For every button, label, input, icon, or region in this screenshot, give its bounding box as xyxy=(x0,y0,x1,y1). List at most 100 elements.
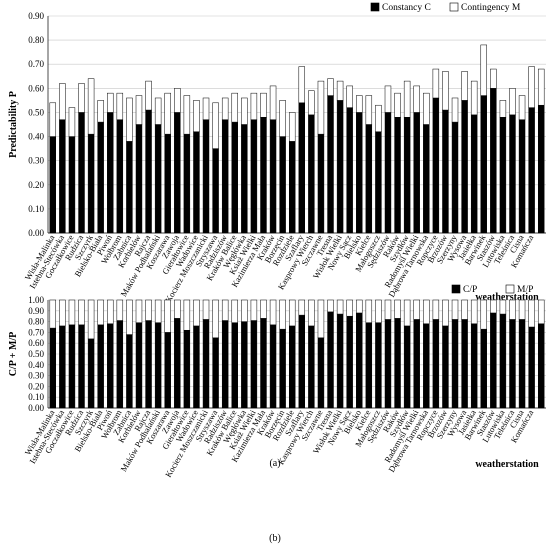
bar-upper xyxy=(212,102,219,149)
bar-lower xyxy=(461,319,468,409)
bar-lower xyxy=(346,107,353,234)
bar-lower xyxy=(423,124,430,234)
panel-b-letter: (b) xyxy=(269,533,281,544)
bar-upper xyxy=(451,299,459,320)
bar-lower xyxy=(442,109,449,234)
chart-panel-b: 0.000.100.200.300.400.500.600.700.800.90… xyxy=(8,284,546,479)
bar-upper xyxy=(509,299,516,320)
bar-upper xyxy=(202,97,210,120)
bar-upper xyxy=(317,299,325,339)
bar-lower xyxy=(356,112,363,234)
bar-lower xyxy=(451,121,459,234)
bar-lower xyxy=(317,337,325,409)
bar-lower xyxy=(336,313,344,409)
y-tick-label: 1.00 xyxy=(28,295,44,305)
bar-lower xyxy=(174,112,181,234)
bar-lower xyxy=(442,325,449,409)
y-tick-label: 0.90 xyxy=(28,306,44,316)
bar-lower xyxy=(59,119,66,234)
bar-lower xyxy=(375,322,382,409)
bar-lower xyxy=(509,319,516,409)
bar-upper xyxy=(317,80,325,135)
legend-label: C/P xyxy=(463,285,477,295)
bar-upper xyxy=(241,97,248,125)
bar-upper xyxy=(221,299,229,321)
bar-lower xyxy=(384,319,392,409)
bar-upper xyxy=(518,95,526,120)
bar-upper xyxy=(423,92,430,125)
bar-lower xyxy=(432,319,440,409)
bar-upper xyxy=(107,299,114,325)
bar-lower xyxy=(221,320,229,409)
y-tick-label: 0.80 xyxy=(28,317,44,327)
bar-upper xyxy=(49,299,57,329)
bar-lower xyxy=(394,318,401,409)
bar-lower xyxy=(107,112,114,234)
bar-upper xyxy=(241,299,248,322)
chart-panel-a: 0.00 0.10 0.20 0.30 0.40 0.50 0.60 0.70 0.80 0.90… xyxy=(8,2,546,304)
bar-lower xyxy=(375,131,382,234)
bar-lower xyxy=(183,133,191,234)
legend-label: M/P xyxy=(517,285,533,295)
y-tick-label: 0.20 xyxy=(28,180,44,190)
bar-upper xyxy=(327,299,334,313)
bar-lower xyxy=(432,97,440,234)
bar-upper xyxy=(518,299,526,320)
bar-upper xyxy=(78,83,85,113)
bar-upper xyxy=(442,299,449,327)
bar-lower xyxy=(116,119,124,234)
bar-lower xyxy=(269,119,277,234)
bar-lower xyxy=(490,88,497,234)
y-tick-label: 0.30 xyxy=(28,156,44,166)
legend-swatch xyxy=(370,2,380,12)
bar-upper xyxy=(269,85,277,120)
bar-upper xyxy=(174,299,181,319)
bar-upper xyxy=(336,299,344,315)
bar-upper xyxy=(375,299,382,323)
y-tick-label: 0.60 xyxy=(28,338,44,348)
bar-upper xyxy=(145,80,152,111)
y-tick-label: 0.70 xyxy=(28,327,44,337)
bar-lower xyxy=(403,325,411,409)
bar-lower xyxy=(250,320,258,409)
bar-lower xyxy=(145,109,152,234)
bar-lower xyxy=(135,322,143,409)
bar-lower xyxy=(356,312,363,409)
y-tick-label: 0.40 xyxy=(28,132,44,142)
bar-upper xyxy=(509,88,516,116)
bar-lower xyxy=(107,323,114,409)
bar-upper xyxy=(107,92,114,113)
bar-lower xyxy=(135,124,143,234)
bar-lower xyxy=(509,114,516,234)
bar-upper xyxy=(356,299,363,314)
bar-upper xyxy=(250,92,258,120)
bar-lower xyxy=(231,121,238,234)
bar-upper xyxy=(231,299,238,323)
bar-upper xyxy=(442,71,449,111)
bar-lower xyxy=(528,107,535,234)
bar-lower xyxy=(298,314,306,409)
bar-lower xyxy=(461,100,468,234)
bar-lower xyxy=(174,318,181,409)
bar-lower xyxy=(202,319,210,409)
bar-upper xyxy=(250,299,258,321)
legend-label: Constancy C xyxy=(382,3,431,13)
x-axis-label: weatherstation xyxy=(475,292,539,303)
bar-upper xyxy=(480,44,487,96)
bar-lower xyxy=(260,117,267,234)
bar-lower xyxy=(59,325,66,409)
bar-upper xyxy=(403,80,411,118)
bar-upper xyxy=(461,71,468,101)
bar-upper xyxy=(499,100,507,118)
bar-upper xyxy=(499,299,507,315)
bar-lower xyxy=(145,320,152,409)
bar-lower xyxy=(212,337,219,409)
bar-lower xyxy=(537,323,545,409)
bar-upper xyxy=(183,95,191,135)
bar-upper xyxy=(174,88,181,113)
bar-upper xyxy=(327,78,334,96)
bar-lower xyxy=(308,114,315,234)
bar-lower xyxy=(327,95,334,234)
bar-upper xyxy=(470,80,478,116)
